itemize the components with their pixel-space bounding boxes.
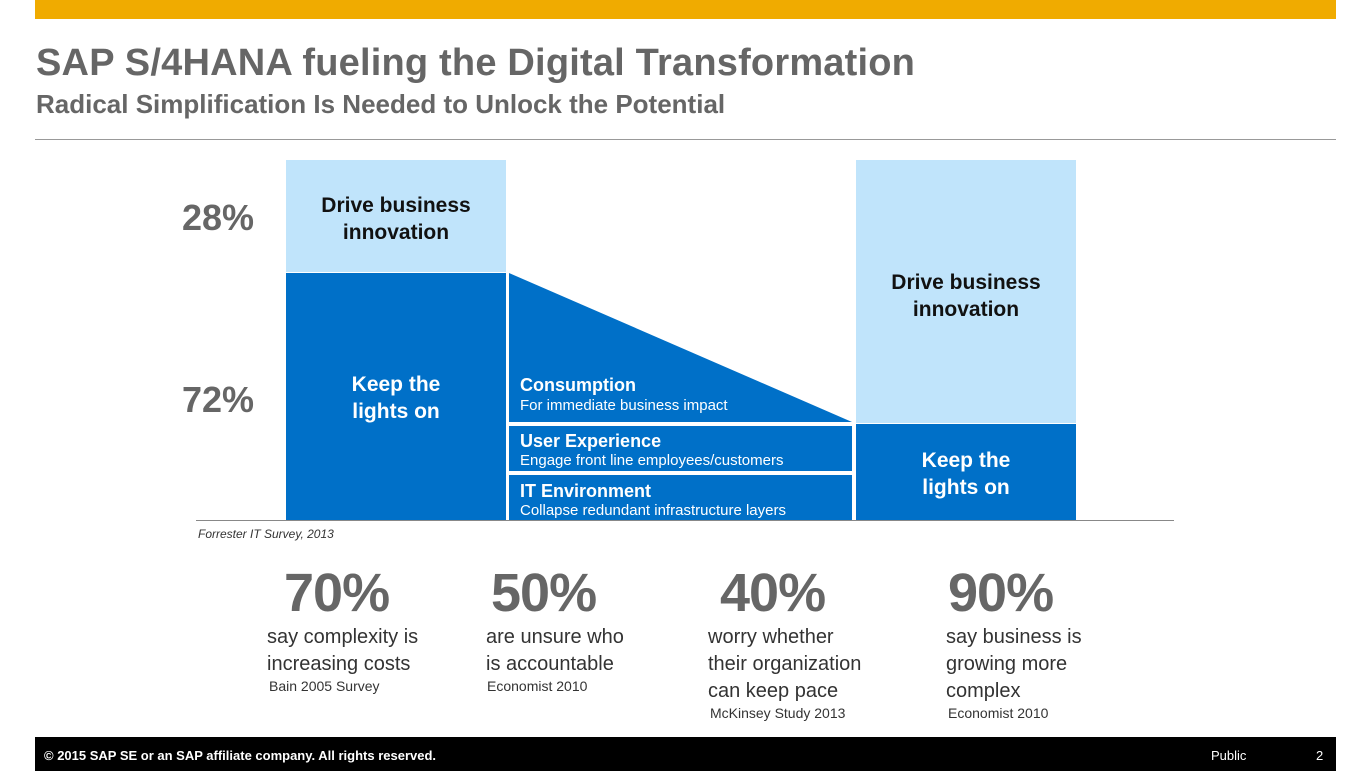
stat-source: Bain 2005 Survey	[269, 678, 380, 694]
stat-block: 50% are unsure who is accountable Econom…	[486, 562, 646, 694]
percent-innovation: 28%	[182, 197, 255, 238]
stat-block: 40% worry whether their organization can…	[708, 562, 883, 721]
it-environment-box: IT Environment Collapse redundant infras…	[509, 475, 852, 521]
right-lights-on-segment: Keep the lights on	[856, 424, 1076, 521]
stat-source: Economist 2010	[948, 705, 1049, 721]
left-lights-on-segment: Keep the lights on	[286, 273, 506, 521]
footer-bar	[35, 737, 1336, 771]
title-divider	[35, 139, 1336, 140]
stat-source: Economist 2010	[487, 678, 588, 694]
left-innovation-label: Drive business innovation	[321, 194, 471, 244]
left-lights-on-label: Keep the lights on	[351, 373, 441, 423]
consumption-subtitle: For immediate business impact	[520, 397, 728, 414]
slide-title: SAP S/4HANA fueling the Digital Transfor…	[36, 42, 916, 84]
right-lights-on-label: Keep the lights on	[921, 449, 1011, 499]
footer-copyright: © 2015 SAP SE or an SAP affiliate compan…	[44, 748, 437, 763]
footer-classification: Public	[1211, 748, 1247, 763]
stat-value: 70%	[284, 563, 390, 623]
user-experience-subtitle: Engage front line employees/customers	[520, 452, 784, 469]
percent-lights-on: 72%	[182, 379, 255, 420]
diagram-baseline	[196, 520, 1174, 521]
slide-subtitle: Radical Simplification Is Needed to Unlo…	[36, 89, 726, 119]
it-environment-title: IT Environment	[520, 481, 652, 501]
user-experience-box: User Experience Engage front line employ…	[509, 426, 852, 471]
top-accent-bar	[35, 0, 1336, 19]
stat-value: 50%	[491, 563, 597, 623]
stat-block: 90% say business is growing more complex…	[946, 562, 1106, 721]
stat-block: 70% say complexity is increasing costs B…	[267, 562, 442, 694]
right-innovation-label: Drive business innovation	[891, 271, 1041, 321]
stat-value: 90%	[948, 563, 1054, 623]
stat-source: McKinsey Study 2013	[710, 705, 846, 721]
stat-text: say business is growing more complex	[946, 626, 1082, 702]
stat-text: say complexity is increasing costs	[267, 626, 419, 675]
it-environment-subtitle: Collapse redundant infrastructure layers	[520, 502, 786, 519]
consumption-title: Consumption	[520, 375, 636, 395]
stat-value: 40%	[720, 563, 826, 623]
stat-text: worry whether their organization can kee…	[708, 626, 862, 702]
user-experience-title: User Experience	[520, 431, 662, 451]
consumption-wedge	[509, 273, 852, 422]
right-innovation-segment: Drive business innovation	[856, 160, 1076, 423]
left-innovation-segment: Drive business innovation	[286, 160, 506, 272]
diagram-source: Forrester IT Survey, 2013	[198, 527, 334, 541]
page-number: 2	[1316, 748, 1324, 763]
stat-text: are unsure who is accountable	[486, 626, 624, 675]
